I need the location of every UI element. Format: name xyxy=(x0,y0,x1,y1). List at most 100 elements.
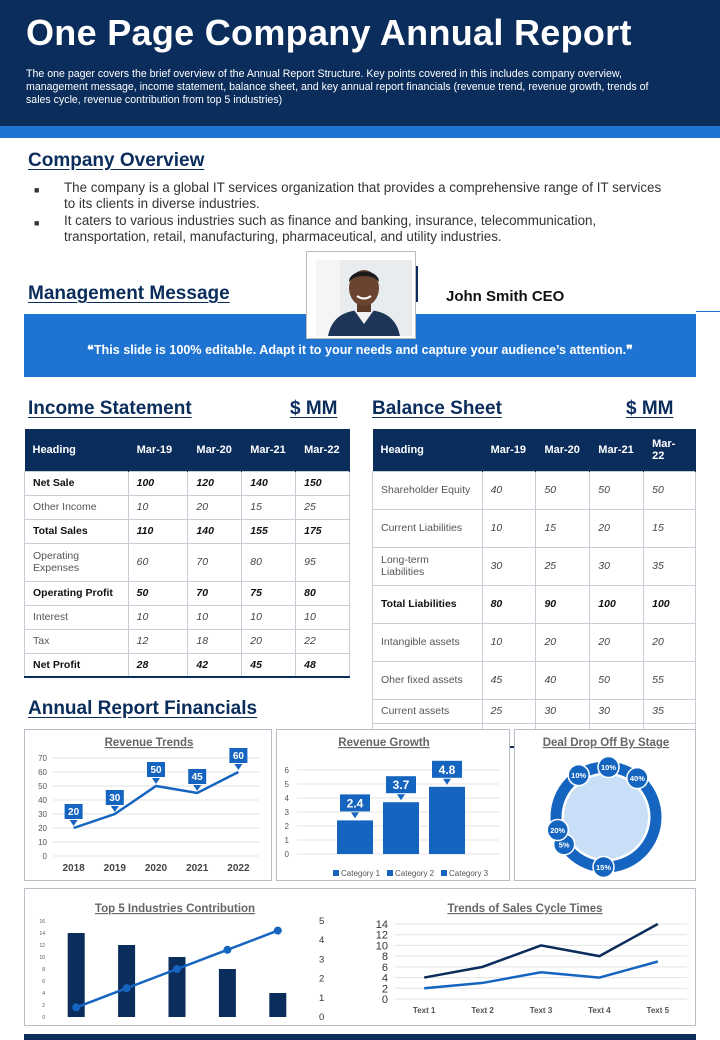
table-row-label: Operating Profit xyxy=(24,580,129,606)
callout-pointer xyxy=(397,794,405,801)
y-tick-label: 4 xyxy=(285,794,290,803)
table-cell: 95 xyxy=(295,542,350,582)
donut-segment-marker xyxy=(546,818,569,842)
growth-bar xyxy=(429,786,465,854)
table-row-label: Intangible assets xyxy=(372,622,483,662)
data-label: 20% xyxy=(550,826,565,835)
header-banner: One Page Company Annual Report The one p… xyxy=(0,0,720,126)
industry-line-point xyxy=(273,926,282,935)
industry-bar xyxy=(269,993,287,1017)
donut-segment-marker xyxy=(626,766,649,790)
y-tick-label: 6 xyxy=(285,766,290,775)
legend-swatch xyxy=(333,870,339,876)
y-tick-label: 4 xyxy=(382,973,388,985)
page-subtitle: The one pager covers the brief overview … xyxy=(26,68,649,106)
table-header-cell: Mar-22 xyxy=(295,429,350,471)
banner-line xyxy=(696,311,720,312)
x-tick-label: 2020 xyxy=(145,863,168,874)
x-tick-label: Text 5 xyxy=(647,1006,670,1015)
table-cell: 140 xyxy=(187,518,243,544)
table-row-label: Current assets xyxy=(372,698,483,724)
table-cell: 50 xyxy=(589,660,645,700)
table-cell: 100 xyxy=(127,470,189,496)
table-cell: 50 xyxy=(127,580,189,606)
revenue-growth-svg: Revenue Growth 0 1 2 3 4 5 6 2.4 3.7 4.8 Category 1… xyxy=(285,737,499,878)
chart-title: Top 5 Industries Contribution xyxy=(95,903,255,915)
data-label: 10% xyxy=(571,771,586,780)
table-cell: 20 xyxy=(535,622,591,662)
y-tick-label: 20 xyxy=(38,824,47,833)
deal-drop-off-chart: Deal Drop Off By Stage 10% 40% 15% 5% 20% 10% xyxy=(514,729,696,881)
table-cell: 35 xyxy=(643,698,696,724)
revenue-growth-chart: Revenue Growth 0 1 2 3 4 5 6 2.4 3.7 4.8 Category 1… xyxy=(276,729,510,881)
y2-tick-label: 4 xyxy=(319,935,324,946)
table-cell: 140 xyxy=(241,470,297,496)
header-accent-strip xyxy=(0,126,720,138)
table-cell: 100 xyxy=(643,584,696,624)
y-tick-label: 10 xyxy=(376,940,388,952)
table-cell: 120 xyxy=(187,470,243,496)
donut-center xyxy=(564,775,648,859)
y-tick-label: 0 xyxy=(42,1015,45,1021)
callout-pointer xyxy=(152,778,160,784)
table-cell: 100 xyxy=(589,584,645,624)
table-cell: 55 xyxy=(643,660,696,700)
table-cell: 42 xyxy=(187,652,243,678)
y-tick-label: 6 xyxy=(42,979,45,985)
table-cell: 18 xyxy=(187,628,243,654)
overview-bullet-text: It caters to various industries such as … xyxy=(64,213,597,244)
y2-tick-label: 5 xyxy=(319,916,324,927)
donut-segment-marker xyxy=(592,855,615,879)
table-row-label: Net Profit xyxy=(24,652,129,678)
y-tick-label: 2 xyxy=(382,983,388,995)
balance-unit: $ MM xyxy=(626,398,674,419)
callout-box xyxy=(386,776,416,794)
y-tick-label: 8 xyxy=(42,967,45,973)
y-tick-label: 4 xyxy=(42,991,45,997)
table-row-label: Shareholder Equity xyxy=(372,470,483,510)
table-header-row: Heading Mar-19 Mar-20 Mar-21 Mar-22 xyxy=(24,429,350,471)
y-tick-label: 2 xyxy=(285,822,290,831)
table-row: Operating Profit 50 70 75 80 xyxy=(24,580,350,606)
table-cell: 10 xyxy=(481,622,537,662)
y-tick-label: 14 xyxy=(376,919,388,931)
callout-box xyxy=(229,748,248,763)
table-cell: 50 xyxy=(643,470,696,510)
table-cell: 20 xyxy=(643,622,696,662)
overview-bullet: ■ The company is a global IT services or… xyxy=(34,180,674,214)
data-label: 45 xyxy=(192,772,204,783)
table-cell: 28 xyxy=(127,652,189,678)
industry-bar xyxy=(118,945,136,1017)
x-tick-label: Text 1 xyxy=(413,1006,436,1015)
table-row: Net Profit 28 42 45 48 xyxy=(24,652,350,678)
table-cell: 20 xyxy=(589,622,645,662)
donut-segment-marker xyxy=(567,763,590,787)
chart-title: Deal Drop Off By Stage xyxy=(543,737,670,749)
bottom-charts-svg: Top 5 Industries Contribution02468101214… xyxy=(39,903,687,1023)
table-cell: 110 xyxy=(127,518,189,544)
data-label: 50 xyxy=(150,765,162,776)
table-header-cell: Mar-22 xyxy=(643,429,696,471)
table-cell: 48 xyxy=(295,652,350,678)
balance-table: Heading Mar-19 Mar-20 Mar-21 Mar-22 Shar… xyxy=(372,429,696,748)
close-quote-icon: ❞ xyxy=(626,343,633,357)
table-row: Net Sale 100 120 140 150 xyxy=(24,470,350,496)
data-label: 20 xyxy=(68,807,80,818)
table-header-cell: Heading xyxy=(372,429,483,471)
table-cell: 75 xyxy=(241,580,297,606)
table-header-row: Heading Mar-19 Mar-20 Mar-21 Mar-22 xyxy=(372,429,696,471)
table-cell: 22 xyxy=(295,628,350,654)
x-tick-label: 2018 xyxy=(62,863,85,874)
y-tick-label: 1 xyxy=(285,836,290,845)
y-tick-label: 70 xyxy=(38,754,47,763)
table-cell: 90 xyxy=(535,584,591,624)
data-label: 30 xyxy=(109,793,121,804)
overview-bullet-text: The company is a global IT services orga… xyxy=(64,180,662,211)
legend-label: Category 3 xyxy=(449,869,489,878)
table-cell: 15 xyxy=(241,494,297,520)
legend-label: Category 1 xyxy=(341,869,381,878)
data-label: 5% xyxy=(559,840,570,849)
ceo-name: John Smith CEO xyxy=(446,288,565,305)
table-cell: 20 xyxy=(589,508,645,548)
table-row-label: Current Liabilities xyxy=(372,508,483,548)
